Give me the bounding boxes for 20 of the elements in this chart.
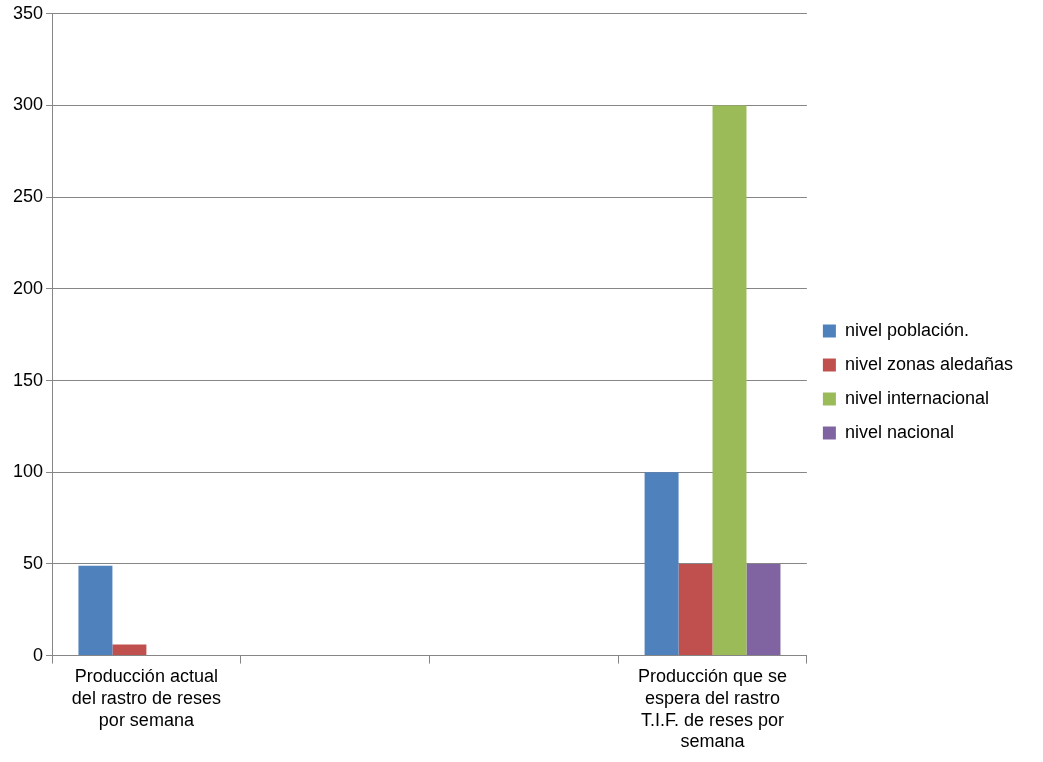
x-tick-label: Producción que se espera del rastro T.I.F. de reses por semana: [637, 666, 788, 752]
bar: [678, 563, 713, 656]
y-tick-label: 50: [23, 552, 44, 573]
legend-label: nivel población.: [844, 319, 969, 340]
bar: [712, 105, 747, 656]
y-tick-label: 0: [33, 644, 44, 665]
legend-label: nivel zonas aledañas: [844, 353, 1014, 374]
bar: [78, 565, 113, 656]
x-tick-label: Producción actual del rastro de reses por semana: [71, 666, 221, 730]
bar: [644, 472, 679, 656]
y-tick-label: 250: [12, 186, 44, 207]
y-tick-label: 300: [12, 94, 44, 115]
y-tick-label: 350: [12, 2, 44, 23]
y-tick-label: 100: [12, 461, 44, 482]
legend-label: nivel nacional: [844, 421, 954, 442]
legend-label: nivel internacional: [844, 387, 989, 408]
y-tick-label: 200: [12, 277, 44, 298]
bar: [112, 644, 147, 656]
bar: [746, 563, 781, 656]
y-tick-label: 150: [12, 369, 44, 390]
